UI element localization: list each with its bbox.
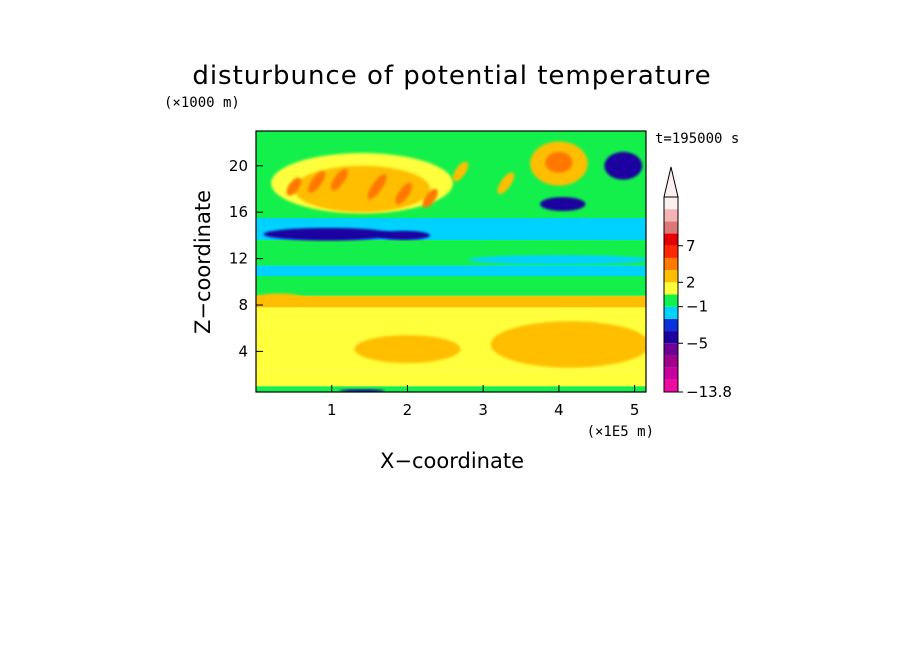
contour-patch-1	[354, 335, 461, 363]
contour-streak-16	[367, 173, 387, 200]
colorbar-swatch-14	[664, 209, 678, 222]
contour-streak-18	[422, 188, 438, 208]
colorbar-swatch-5	[664, 318, 678, 332]
colorbar-swatch-7	[664, 294, 678, 307]
colorbar-label-1: −5	[686, 334, 708, 352]
contour-band-4	[256, 295, 646, 308]
plot-frame	[255, 130, 647, 393]
colorbar-swatch-12	[664, 233, 678, 246]
colorbar-swatch-8	[664, 282, 678, 295]
x-tick-label-3: 4	[554, 401, 564, 419]
colorbar-swatch-0	[664, 379, 678, 392]
contour-band-1	[256, 368, 646, 387]
contour-streak-14	[308, 171, 325, 193]
y-axis-label: Z−coordinate	[191, 190, 215, 334]
colorbar-label-2: −1	[686, 298, 708, 316]
colorbar-swatch-13	[664, 221, 678, 234]
colorbar-swatch-9	[664, 270, 678, 283]
colorbar-swatch-6	[664, 306, 678, 319]
chart-title: disturbunce of potential temperature	[192, 61, 711, 91]
colorbar-swatch-3	[664, 343, 678, 356]
x-tick-label-4: 5	[630, 401, 640, 419]
contour-patch-3	[468, 255, 646, 265]
contour-streak-17	[395, 182, 413, 205]
contour-patch-0	[490, 321, 646, 368]
colorbar-swatch-15	[664, 197, 678, 210]
y-tick-label-1: 8	[238, 296, 248, 314]
contour-field	[256, 131, 646, 392]
y-axis: 4 8 12 16 20	[229, 157, 263, 360]
colorbar-swatch-10	[664, 257, 678, 271]
contour-patch-4	[263, 227, 393, 241]
x-unit-label: (×1E5 m)	[587, 424, 654, 440]
contour-streak-13	[286, 177, 302, 196]
contour-patch-8	[545, 151, 573, 173]
contour-streak-20	[497, 172, 515, 195]
colorbar-swatch-4	[664, 331, 678, 344]
x-tick-label-0: 1	[327, 401, 337, 419]
contour-band-6	[256, 265, 646, 276]
y-unit-label: (×1000 m)	[164, 95, 240, 111]
y-tick-label-0: 4	[238, 342, 248, 360]
contour-patch-10	[339, 389, 385, 392]
contour-patch-6	[539, 197, 586, 212]
contour-band-3	[256, 307, 646, 323]
contour-band-5	[256, 276, 646, 296]
colorbar-label-3: 2	[686, 273, 696, 291]
colorbar-swatch-11	[664, 245, 678, 258]
contour-patch-5	[377, 230, 431, 241]
x-axis-label: X−coordinate	[380, 449, 524, 473]
contour-streak-15	[330, 168, 348, 191]
colorbar-label-4: 7	[686, 237, 696, 255]
contour-band-0	[256, 386, 646, 392]
x-axis: 1 2 3 4 5	[327, 385, 639, 419]
y-tick-label-2: 12	[229, 250, 248, 268]
colorbar-swatch-1	[664, 367, 678, 380]
x-tick-label-1: 2	[403, 401, 413, 419]
colorbar-label-0: −13.8	[686, 383, 732, 401]
contour-patch-2	[256, 293, 306, 305]
contour-streak-19	[452, 161, 469, 182]
contour-patch-9	[604, 151, 643, 180]
y-tick-label-3: 16	[229, 203, 248, 221]
time-label: t=195000 s	[655, 131, 739, 147]
colorbar-swatch-2	[664, 355, 678, 368]
x-tick-label-2: 3	[478, 401, 488, 419]
colorbar-legend: −13.8 −5 −1 2 7	[663, 166, 732, 401]
colorbar-extend-arrow	[663, 166, 679, 198]
y-tick-label-4: 20	[229, 157, 248, 175]
